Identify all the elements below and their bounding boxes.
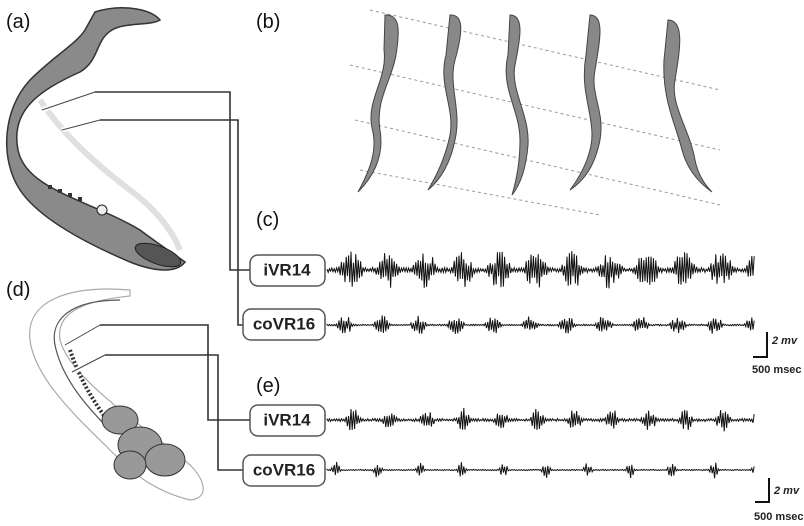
nerve-trace [327, 251, 754, 288]
channel-label: iVR14 [263, 410, 311, 429]
figure: (a) (b) (c) (d) (e) [0, 0, 804, 526]
scale-label: 500 msec [754, 511, 804, 523]
panel-label: (c) [256, 209, 279, 231]
panel-label: (e) [256, 375, 280, 397]
panel-label: (a) [6, 11, 30, 33]
nerve-trace [327, 462, 754, 478]
nerve-trace [327, 315, 754, 333]
scale-bar [753, 332, 767, 357]
lamprey-illustration [7, 8, 185, 272]
panel-label: (b) [256, 11, 280, 33]
channel-label: coVR16 [253, 460, 315, 479]
swimming-sequence [350, 10, 720, 215]
scale-label: 2 mv [771, 335, 798, 347]
channel-label: coVR16 [253, 314, 315, 333]
channel-label: iVR14 [263, 260, 311, 279]
panel-label: (d) [6, 279, 30, 301]
nerve-trace [327, 408, 754, 431]
scale-label: 2 mv [773, 485, 800, 497]
preparation-illustration [30, 289, 204, 500]
scale-bar [755, 478, 769, 502]
scale-label: 500 msec [752, 364, 802, 376]
